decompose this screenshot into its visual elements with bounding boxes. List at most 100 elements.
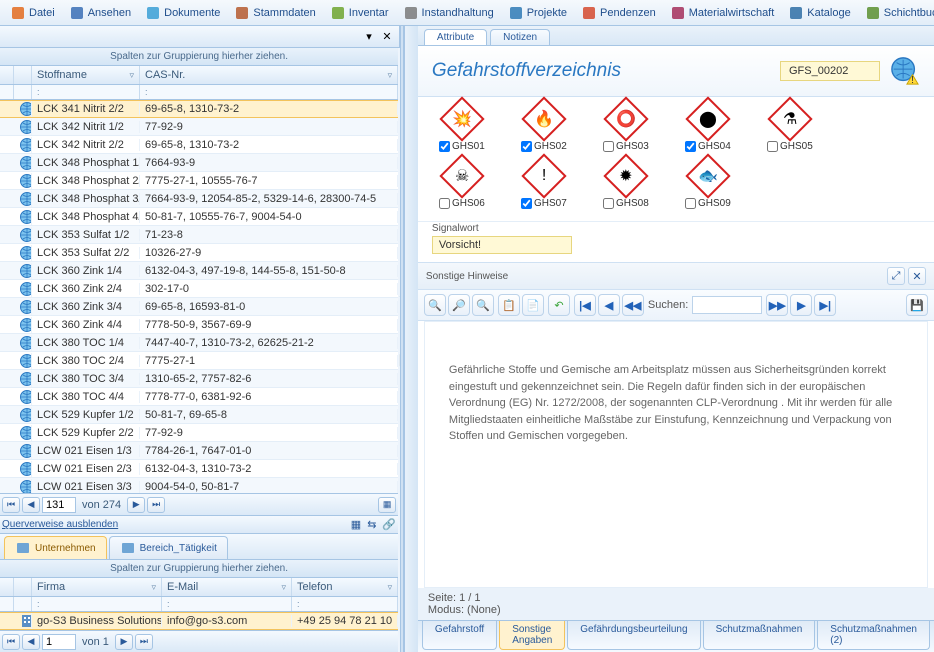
- grid-group-hint: Spalten zur Gruppierung hierher ziehen.: [0, 48, 398, 66]
- save-icon[interactable]: 💾: [906, 294, 928, 316]
- menu-ansehen[interactable]: Ansehen: [63, 2, 137, 24]
- crossref-share-icon[interactable]: ⇆: [367, 518, 376, 531]
- rewind-icon[interactable]: ◀◀: [622, 294, 644, 316]
- col-telefon[interactable]: Telefon▿: [292, 578, 398, 596]
- table-row[interactable]: LCK 353 Sulfat 2/210326-27-9: [0, 244, 398, 262]
- filter-icon[interactable]: ▾: [361, 29, 377, 45]
- editor-body[interactable]: Gefährliche Stoffe und Gemische am Arbei…: [424, 321, 928, 588]
- btab-gefahrstoff[interactable]: Gefahrstoff: [422, 621, 497, 650]
- crossref-grid-icon[interactable]: ▦: [351, 518, 361, 531]
- grid-filter-row[interactable]: ::: [0, 85, 398, 100]
- table-row[interactable]: LCK 380 TOC 3/41310-65-2, 7757-82-6: [0, 370, 398, 388]
- ghs-checkbox[interactable]: GHS04: [685, 141, 731, 152]
- ghs-pictogram-icon: 💥: [439, 96, 484, 141]
- btab-sonstige-angaben[interactable]: Sonstige Angaben: [499, 621, 565, 650]
- menu-datei[interactable]: Datei: [4, 2, 61, 24]
- prev-icon[interactable]: ◀: [598, 294, 620, 316]
- menu-instandhaltung[interactable]: Instandhaltung: [397, 2, 500, 24]
- menu-stammdaten[interactable]: Stammdaten: [228, 2, 321, 24]
- cpager-first-icon[interactable]: ⏮: [2, 634, 20, 650]
- first-icon[interactable]: |◀: [574, 294, 596, 316]
- next-icon[interactable]: ▶: [790, 294, 812, 316]
- rtab-notizen[interactable]: Notizen: [490, 29, 550, 45]
- table-row[interactable]: LCW 021 Eisen 2/36132-04-3, 1310-73-2: [0, 460, 398, 478]
- table-row[interactable]: LCK 529 Kupfer 1/250-81-7, 69-65-8: [0, 406, 398, 424]
- menu-pendenzen[interactable]: Pendenzen: [575, 2, 662, 24]
- btab-schutzma-nahmen-2-[interactable]: Schutzmaßnahmen (2): [817, 621, 930, 650]
- pager-page-input[interactable]: [42, 497, 76, 513]
- col-cas[interactable]: CAS-Nr.▿: [140, 66, 398, 84]
- ghs-checkbox[interactable]: GHS06: [439, 198, 485, 209]
- table-row[interactable]: LCK 348 Phosphat 3/47664-93-9, 12054-85-…: [0, 190, 398, 208]
- zoom-reset-icon[interactable]: 🔍: [472, 294, 494, 316]
- btab-gef-hrdungsbeurteilung[interactable]: Gefährdungsbeurteilung: [567, 621, 700, 650]
- table-row[interactable]: LCK 348 Phosphat 4/450-81-7, 10555-76-7,…: [0, 208, 398, 226]
- table-row[interactable]: LCK 353 Sulfat 1/271-23-8: [0, 226, 398, 244]
- btab-schutzma-nahmen[interactable]: Schutzmaßnahmen: [703, 621, 816, 650]
- cpager-last-icon[interactable]: ⏭: [135, 634, 153, 650]
- table-row[interactable]: LCW 021 Eisen 1/37784-26-1, 7647-01-0: [0, 442, 398, 460]
- pager-extra-icon[interactable]: ▦: [378, 497, 396, 513]
- menu-kataloge[interactable]: Kataloge: [782, 2, 856, 24]
- copy-btn-icon[interactable]: 📋: [498, 294, 520, 316]
- ghs-checkbox[interactable]: GHS08: [603, 198, 649, 209]
- table-row[interactable]: LCK 380 TOC 2/47775-27-1: [0, 352, 398, 370]
- subtabs: UnternehmenBereich_Tätigkeit: [0, 534, 398, 560]
- ghs-checkbox[interactable]: GHS09: [685, 198, 731, 209]
- table-row[interactable]: LCK 380 TOC 1/47447-40-7, 1310-73-2, 626…: [0, 334, 398, 352]
- table-row[interactable]: LCK 360 Zink 3/469-65-8, 16593-81-0: [0, 298, 398, 316]
- menu-dokumente[interactable]: Dokumente: [139, 2, 226, 24]
- table-row[interactable]: LCK 348 Phosphat 1/47664-93-9: [0, 154, 398, 172]
- editor-expand-icon[interactable]: ⤢: [887, 267, 905, 285]
- last-icon[interactable]: ▶|: [814, 294, 836, 316]
- menu-inventar[interactable]: Inventar: [324, 2, 395, 24]
- ghs-checkbox[interactable]: GHS01: [439, 141, 485, 152]
- paste-btn-icon[interactable]: 📄: [522, 294, 544, 316]
- cpager-next-icon[interactable]: ▶: [115, 634, 133, 650]
- table-row[interactable]: LCK 529 Kupfer 2/277-92-9: [0, 424, 398, 442]
- zoom-out-icon[interactable]: 🔍: [424, 294, 446, 316]
- col-firma[interactable]: Firma▿: [32, 578, 162, 596]
- table-row[interactable]: LCK 341 Nitrit 2/269-65-8, 1310-73-2: [0, 100, 398, 118]
- table-row[interactable]: LCK 342 Nitrit 2/269-65-8, 1310-73-2: [0, 136, 398, 154]
- pager-first-icon[interactable]: ⏮: [2, 497, 20, 513]
- tab-bereich_tätigkeit[interactable]: Bereich_Tätigkeit: [109, 536, 228, 559]
- table-row[interactable]: LCK 348 Phosphat 2/47775-27-1, 10555-76-…: [0, 172, 398, 190]
- search-input[interactable]: [692, 296, 762, 314]
- table-row[interactable]: LCK 360 Zink 2/4302-17-0: [0, 280, 398, 298]
- pager-last-icon[interactable]: ⏭: [147, 497, 165, 513]
- cpager-prev-icon[interactable]: ◀: [22, 634, 40, 650]
- ghs-ghs06: ☠ GHS06: [432, 160, 492, 209]
- pager-next-icon[interactable]: ▶: [127, 497, 145, 513]
- tab-unternehmen[interactable]: Unternehmen: [4, 536, 107, 559]
- ghs-checkbox[interactable]: GHS03: [603, 141, 649, 152]
- table-row[interactable]: LCK 380 TOC 4/47778-77-0, 6381-92-6: [0, 388, 398, 406]
- table-row[interactable]: LCW 021 Eisen 3/39004-54-0, 50-81-7: [0, 478, 398, 493]
- globe-warning-icon[interactable]: !: [890, 56, 920, 86]
- company-row[interactable]: go-S3 Business Solutionsinfo@go-s3.com+4…: [0, 612, 398, 630]
- zoom-in-icon[interactable]: 🔎: [448, 294, 470, 316]
- hide-crossref-link[interactable]: Querverweise ausblenden: [2, 519, 118, 530]
- ghs-checkbox[interactable]: GHS02: [521, 141, 567, 152]
- menu-materialwirtschaft[interactable]: Materialwirtschaft: [664, 2, 781, 24]
- clear-filter-icon[interactable]: ✕: [379, 29, 395, 45]
- cpager-page-input[interactable]: [42, 634, 76, 650]
- crossref-link-icon[interactable]: 🔗: [382, 518, 396, 531]
- table-row[interactable]: LCK 360 Zink 4/47778-50-9, 3567-69-9: [0, 316, 398, 334]
- ghs-checkbox[interactable]: GHS05: [767, 141, 813, 152]
- menu-schichtbuch[interactable]: Schichtbuch: [859, 2, 934, 24]
- col-email[interactable]: E-Mail▿: [162, 578, 292, 596]
- table-row[interactable]: LCK 342 Nitrit 1/277-92-9: [0, 118, 398, 136]
- undo-icon[interactable]: ↶: [548, 294, 570, 316]
- ghs-checkbox[interactable]: GHS07: [521, 198, 567, 209]
- ghs-ghs08: ✹ GHS08: [596, 160, 656, 209]
- fwd-icon[interactable]: ▶▶: [766, 294, 788, 316]
- company-grid-body[interactable]: go-S3 Business Solutionsinfo@go-s3.com+4…: [0, 612, 398, 630]
- editor-close-icon[interactable]: ✕: [908, 267, 926, 285]
- grid-body[interactable]: LCK 341 Nitrit 2/269-65-8, 1310-73-2LCK …: [0, 100, 398, 493]
- rtab-attribute[interactable]: Attribute: [424, 29, 487, 45]
- pager-prev-icon[interactable]: ◀: [22, 497, 40, 513]
- menu-projekte[interactable]: Projekte: [502, 2, 573, 24]
- col-stoffname[interactable]: Stoffname▿: [32, 66, 140, 84]
- table-row[interactable]: LCK 360 Zink 1/46132-04-3, 497-19-8, 144…: [0, 262, 398, 280]
